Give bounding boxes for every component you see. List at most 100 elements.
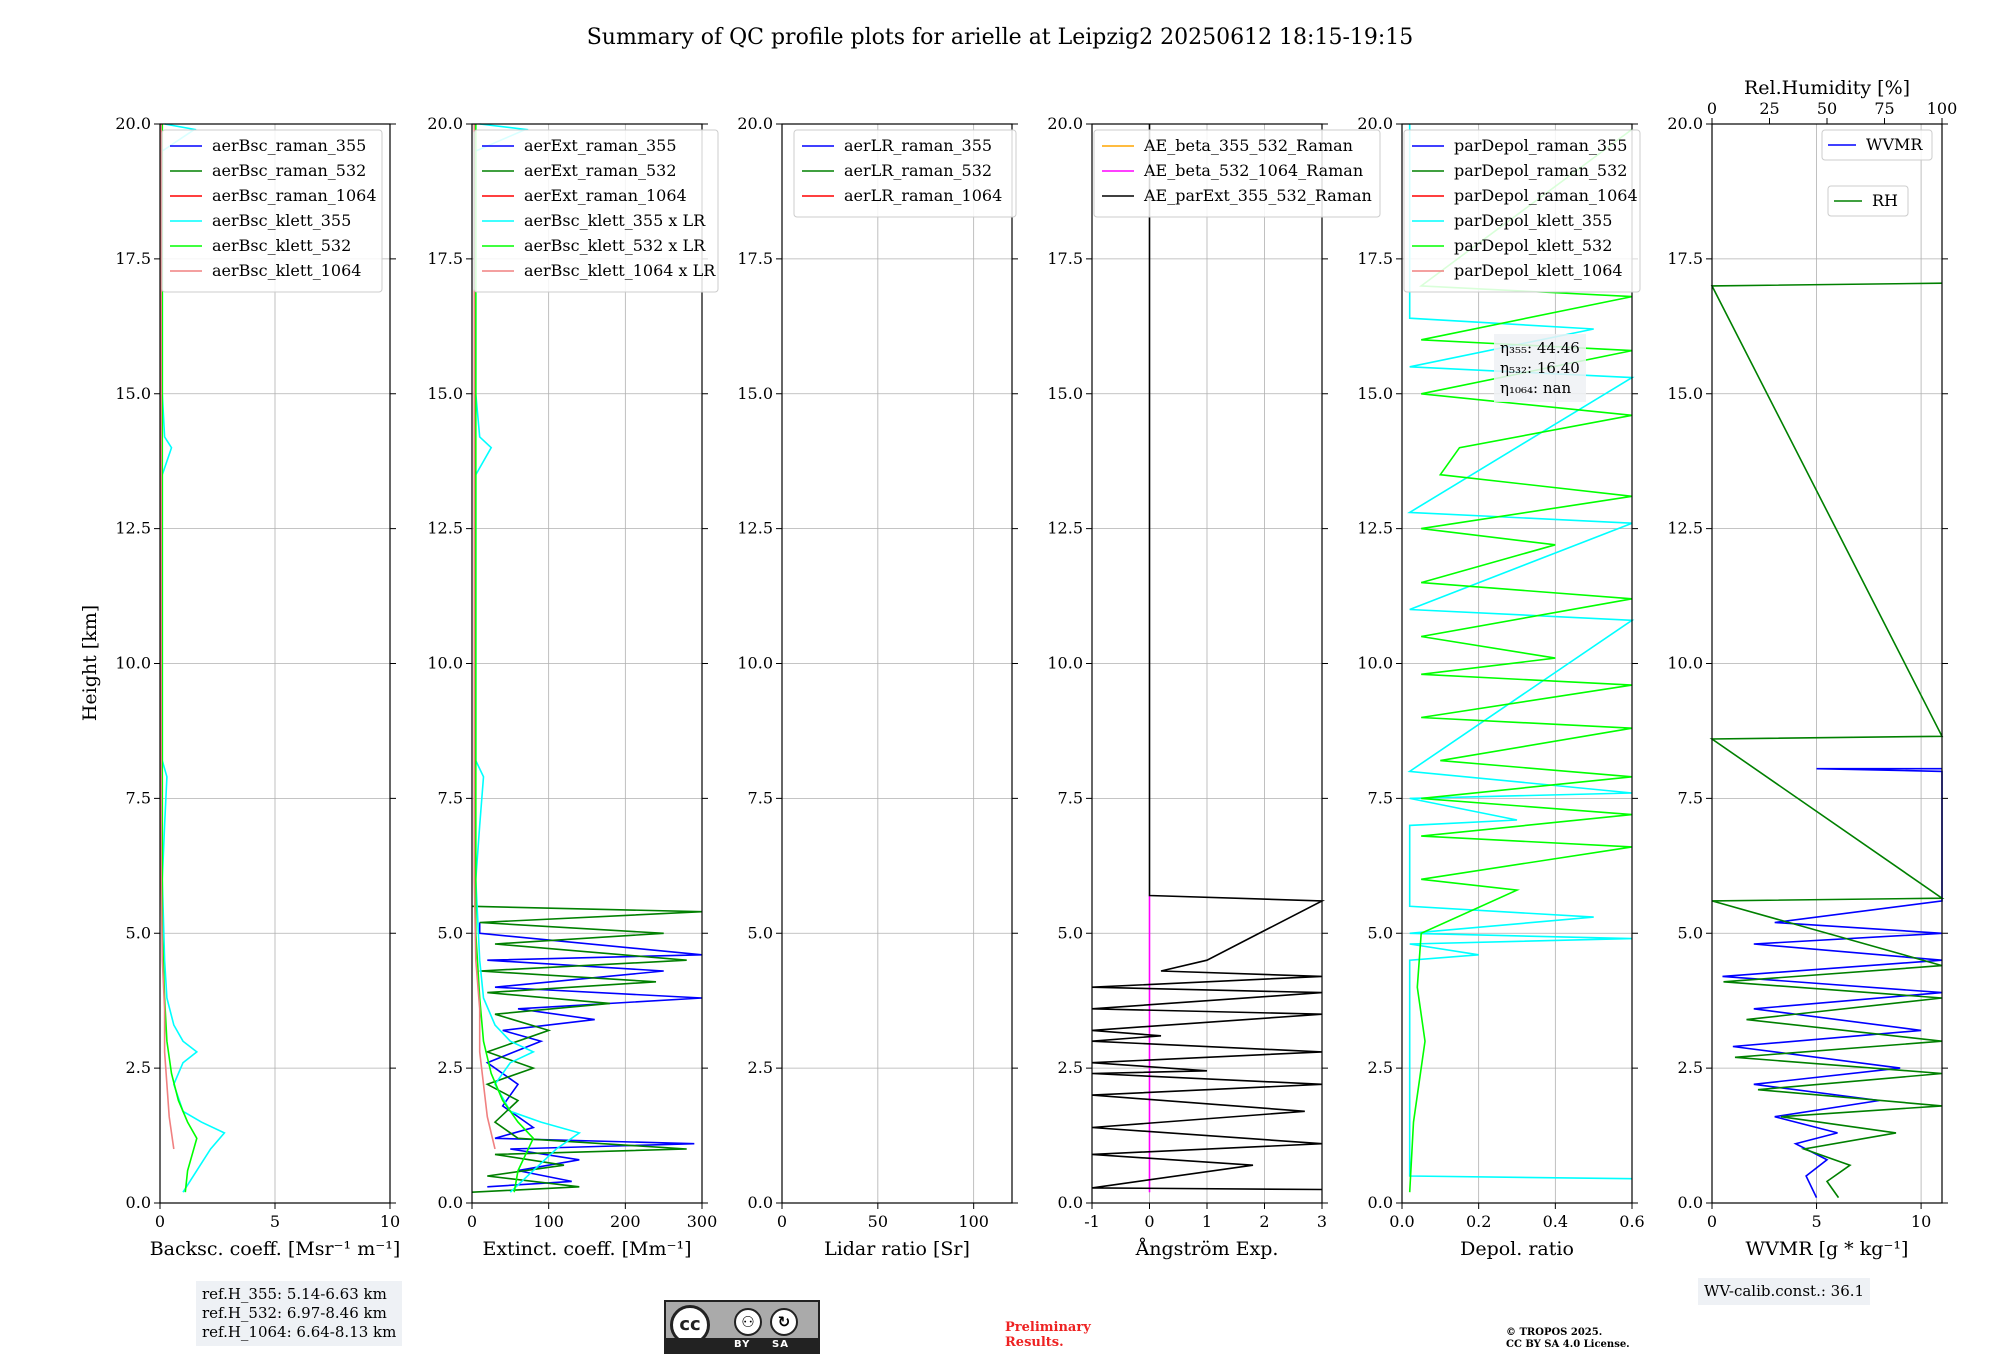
x-tick-label: 0 [467,1212,477,1231]
legend-label: parDepol_raman_1064 [1454,186,1638,205]
ref-height-box: ref.H_355: 5.14-6.63 km ref.H_532: 6.97-… [196,1281,403,1346]
y-tick-label: 2.5 [1058,1058,1083,1077]
legend-label: aerLR_raman_532 [844,161,992,180]
legend-label: parDepol_klett_355 [1454,211,1612,230]
x-tick-label: 0.4 [1543,1212,1568,1231]
y-tick-label: 17.5 [1357,249,1393,268]
legend-label: AE_parExt_355_532_Raman [1143,186,1372,205]
legend-label: aerBsc_klett_532 [212,236,351,255]
x-tick-label: 200 [610,1212,641,1231]
y-tick-label: 20.0 [737,114,773,133]
y-tick-label: 0.0 [1058,1193,1083,1212]
y-tick-label: 17.5 [1047,249,1083,268]
x-axis-label: Backsc. coeff. [Msr⁻¹ m⁻¹] [150,1238,401,1260]
legend-box [793,129,1017,218]
copyright-note: © TROPOS 2025. CC BY SA 4.0 License. [1506,1327,1630,1350]
x-tick-label: 50 [868,1212,888,1231]
legend-label: aerBsc_klett_1064 [212,261,361,280]
y-tick-label: 0.0 [438,1193,463,1212]
y-tick-label: 10.0 [737,654,773,673]
y-tick-label: 2.5 [748,1058,773,1077]
y-tick-label: 0.0 [1678,1193,1703,1212]
x-tick-label: 0 [1707,1212,1717,1231]
x-axis-label: WVMR [g * kg⁻¹] [1746,1238,1909,1260]
top-tick-label: 50 [1817,99,1837,118]
share-alike-icon: ↻ [770,1308,798,1336]
y-tick-label: 12.5 [1667,519,1703,538]
x-tick-label: 10 [380,1212,400,1231]
y-tick-label: 2.5 [438,1058,463,1077]
legend-box [1827,185,1909,217]
panel-ae: -1 0 1 2 3 0.0 2.5 5.0 7.5 10.0 12.5 15.0 17.5 20.0 Ån… [1047,114,1381,1260]
series-line-aerBsc_klett_355 [161,123,226,1193]
y-tick-label: 10.0 [427,654,463,673]
y-tick-label: 0.0 [748,1193,773,1212]
wv-calib-box: WV-calib.const.: 36.1 [1698,1278,1871,1305]
y-tick-label: 15.0 [1047,384,1083,403]
y-tick-label: 20.0 [1047,114,1083,133]
y-tick-label: 7.5 [1678,788,1703,807]
cc-sa-label: SA [772,1339,789,1350]
y-tick-label: 17.5 [737,249,773,268]
y-tick-label: 5.0 [1368,923,1393,942]
legend-label: aerExt_raman_355 [524,136,677,155]
y-tick-label: 12.5 [1357,519,1393,538]
eta-355: η₃₅₅: 44.46 [1500,339,1580,357]
y-tick-label: 5.0 [748,923,773,942]
y-tick-label: 7.5 [1058,788,1083,807]
legend-label: parDepol_klett_532 [1454,236,1612,255]
y-tick-label: 10.0 [1667,654,1703,673]
y-axis-label: Height [km] [79,605,101,721]
legend-label: RH [1872,191,1898,210]
y-tick-label: 20.0 [427,114,463,133]
x-tick-label: 5 [1811,1212,1821,1231]
cc-license-badge[interactable]: cc ⚇ ↻ BY SA [664,1300,820,1354]
preliminary-note: Preliminary Results. [1005,1320,1091,1350]
y-tick-label: 10.0 [1357,654,1393,673]
y-tick-label: 7.5 [1368,788,1393,807]
legend-label: aerBsc_raman_355 [212,136,366,155]
ref-height-1064: ref.H_1064: 6.64-8.13 km [202,1323,397,1341]
x-tick-label: 1 [1202,1212,1212,1231]
legend-box [1403,129,1641,293]
top-tick-label: 25 [1759,99,1779,118]
x-tick-label: 0 [1144,1212,1154,1231]
x-tick-label: 300 [687,1212,718,1231]
y-tick-label: 12.5 [115,519,151,538]
cc-strip: BY SA [666,1338,818,1352]
y-tick-label: 7.5 [126,788,151,807]
y-tick-label: 12.5 [737,519,773,538]
x-tick-label: 2 [1259,1212,1269,1231]
panel-lr: 0 50 100 0.0 2.5 5.0 7.5 10.0 12.5 15.0 17.5 20.0 Li… [737,114,1018,1260]
x-axis-label: Depol. ratio [1460,1238,1574,1260]
x-tick-label: 100 [958,1212,989,1231]
x-tick-label: 5 [270,1212,280,1231]
x-tick-label: -1 [1084,1212,1100,1231]
series-line-aerBsc_klett_532 x LR [474,124,535,1193]
legend-label: AE_beta_355_532_Raman [1143,136,1353,155]
top-axis-label: Rel.Humidity [%] [1744,77,1910,99]
y-tick-label: 10.0 [1047,654,1083,673]
y-tick-label: 17.5 [1667,249,1703,268]
legend-label: aerBsc_klett_1064 x LR [524,261,716,280]
series-line-aerBsc_klett_1064 [160,124,175,1150]
legend-label: aerBsc_klett_355 [212,211,351,230]
x-tick-label: 10 [1911,1212,1931,1231]
legend-box [1821,129,1933,161]
figure-title: Summary of QC profile plots for arielle … [587,25,1414,50]
ref-height-355: ref.H_355: 5.14-6.63 km [202,1285,387,1303]
by-attribution-icon: ⚇ [734,1308,762,1336]
x-axis-label: Ångström Exp. [1135,1238,1279,1260]
legend-box [161,129,383,293]
y-tick-label: 17.5 [115,249,151,268]
y-tick-label: 15.0 [1667,384,1703,403]
series-line-WVMR [1722,767,1943,1198]
x-tick-label: 0.0 [1389,1212,1414,1231]
legend-box [1093,129,1381,218]
y-tick-label: 5.0 [1058,923,1083,942]
top-tick-label: 75 [1874,99,1894,118]
legend-label: aerExt_raman_1064 [524,186,687,205]
series-line-aerBsc_klett_1064 x LR [473,124,496,1150]
legend-label: aerLR_raman_1064 [844,186,1002,205]
